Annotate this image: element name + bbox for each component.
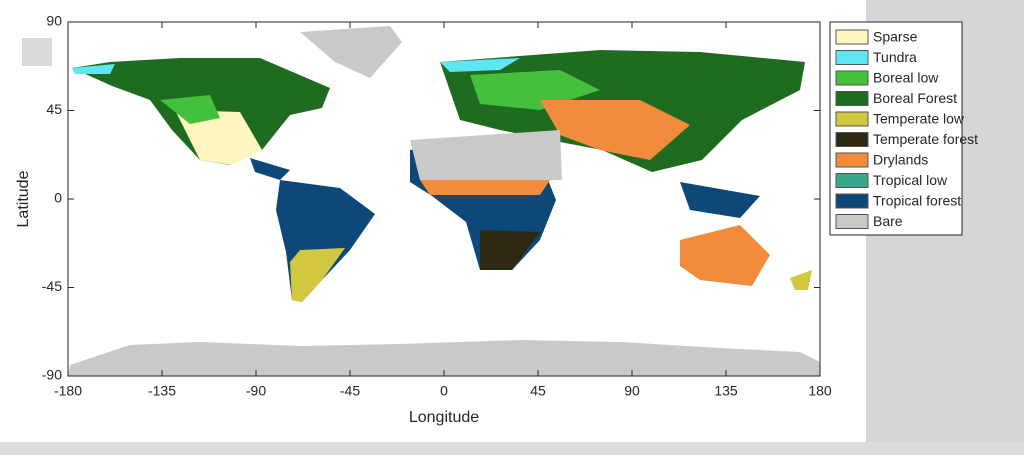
x-tick-label: -135 (148, 383, 176, 399)
legend-label: Temperate forest (873, 131, 978, 147)
legend-label: Drylands (873, 152, 928, 168)
legend-swatch (835, 111, 869, 127)
legend-swatch (835, 50, 869, 65)
central-america (250, 158, 290, 180)
legend-swatch (835, 29, 869, 45)
y-tick-label: 90 (46, 13, 62, 29)
legend-label: Sparse (873, 29, 918, 45)
x-tick-label: 45 (530, 383, 546, 399)
x-axis-label: Longitude (409, 409, 479, 426)
legend-swatch (835, 70, 869, 86)
legend-swatch (835, 214, 869, 229)
y-tick-label: -90 (42, 367, 62, 383)
na-temperate (175, 110, 262, 165)
southern-africa (480, 230, 540, 270)
na-tundra (72, 64, 115, 74)
legend-label: Boreal Forest (873, 90, 957, 106)
y-tick-label: -45 (42, 278, 62, 294)
x-tick-label: -45 (340, 383, 360, 399)
y-tick-label: 0 (54, 190, 62, 206)
y-axis-label: Latitude (15, 170, 32, 227)
legend-label: Tropical forest (873, 193, 961, 209)
background-strip (0, 442, 1024, 455)
south-america (276, 180, 375, 302)
x-tick-label: 0 (440, 383, 448, 399)
greenland (300, 26, 402, 78)
southeast-asia (680, 182, 760, 218)
eurasia-tundra (440, 58, 520, 72)
central-asia (540, 100, 690, 160)
sa-temperate (290, 248, 345, 302)
land-cover (68, 26, 820, 376)
na-boreal-low (160, 95, 220, 124)
background-block (22, 38, 52, 66)
y-tick-label: 45 (46, 101, 62, 117)
legend-swatch (835, 91, 869, 106)
legend-label: Boreal low (873, 70, 939, 86)
x-tick-label: -180 (54, 383, 82, 399)
new-zealand (790, 270, 812, 290)
legend-swatch (835, 193, 869, 209)
legend-swatch (835, 132, 869, 147)
x-tick-label: 90 (624, 383, 640, 399)
x-tick-label: 180 (808, 383, 832, 399)
legend-label: Temperate low (873, 111, 965, 127)
x-tick-label: 135 (714, 383, 738, 399)
legend-label: Tropical low (873, 172, 948, 188)
legend-swatch (835, 173, 869, 188)
x-tick-label: -90 (246, 383, 266, 399)
legend-swatch (835, 152, 869, 168)
sahara (410, 130, 562, 180)
legend-label: Bare (873, 213, 903, 229)
australia (680, 225, 770, 286)
legend-label: Tundra (873, 49, 917, 65)
antarctica (68, 340, 820, 376)
sahel (420, 180, 550, 195)
